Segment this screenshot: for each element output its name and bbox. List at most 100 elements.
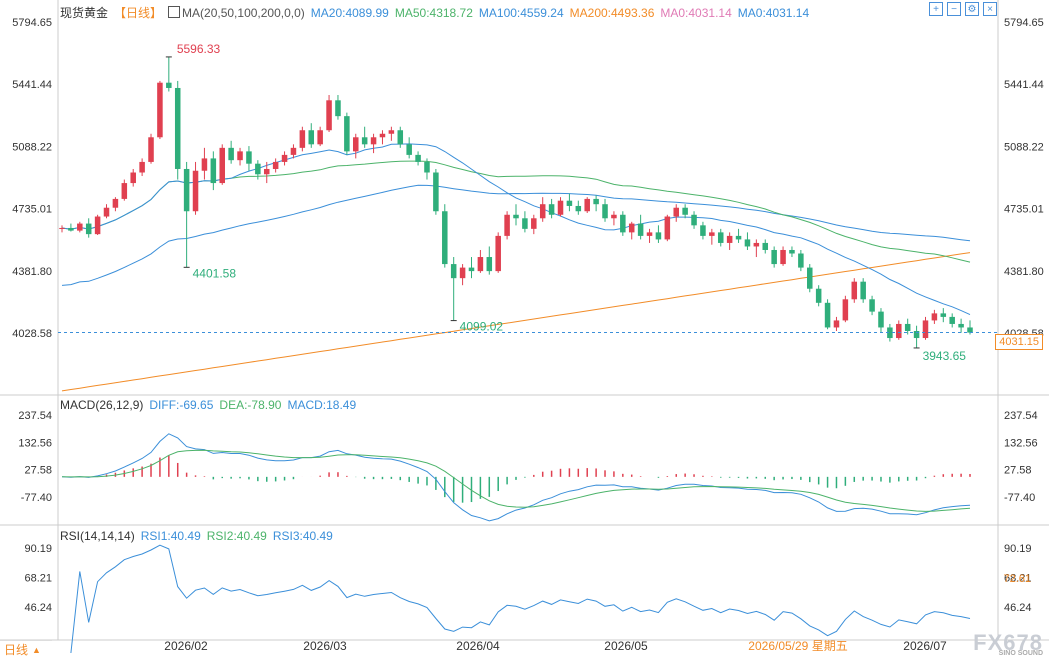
close-icon[interactable]: × — [983, 2, 997, 16]
x-tick-label: 2026/03 — [303, 639, 347, 653]
candle-body — [931, 313, 938, 321]
candle-body — [281, 154, 288, 162]
candle-body — [237, 151, 243, 161]
period-label[interactable]: 【日线】 — [114, 6, 163, 20]
minus-icon[interactable]: − — [947, 2, 961, 16]
candle-body — [442, 211, 448, 265]
candle-body — [326, 100, 332, 131]
candle-body — [335, 100, 341, 117]
candle-body — [148, 137, 154, 162]
rsi-tick-right: 90.19 — [1004, 543, 1032, 555]
candle-body — [397, 130, 404, 145]
candle-body — [94, 216, 101, 235]
ma0-label-b: MA0:4031.14 — [737, 6, 810, 20]
candle-body — [121, 183, 128, 199]
add-icon[interactable]: + — [929, 2, 943, 16]
candle-body — [495, 235, 501, 272]
price-tick-left: 4381.80 — [12, 266, 52, 278]
candle-body — [344, 116, 350, 152]
candle-body — [353, 137, 359, 152]
candle-body — [139, 161, 145, 173]
ma100-line — [61, 184, 971, 286]
macd-params-label: MACD(26,12,9) — [60, 398, 144, 412]
watermark-sub: SINO SOUND — [998, 650, 1043, 657]
candle-body — [913, 330, 920, 339]
candle-body — [531, 218, 537, 229]
period-tab[interactable]: 日线 ▲ — [0, 640, 52, 658]
candle-body — [575, 205, 582, 212]
candle-body — [468, 267, 475, 272]
candle-body — [771, 249, 777, 265]
candle-body — [593, 198, 599, 205]
ma-params-label: MA(20,50,100,200,0,0) — [182, 6, 305, 20]
candle-body — [896, 323, 902, 339]
ma200-label: MA200:4493.36 — [569, 6, 655, 20]
candle-body — [789, 249, 795, 254]
candle-body — [860, 281, 866, 300]
macd-value-label: MACD:18.49 — [287, 398, 357, 412]
candle-body — [219, 147, 225, 184]
macd-diff-label: DIFF:-69.65 — [149, 398, 214, 412]
candle-body — [379, 133, 386, 138]
price-tick-left: 4735.01 — [12, 204, 52, 216]
candle-body — [192, 170, 199, 212]
macd-dea-label: DEA:-78.90 — [219, 398, 282, 412]
candle-body — [762, 242, 769, 250]
candle-body — [824, 302, 831, 328]
candle-body — [717, 232, 724, 243]
candle-body — [548, 204, 555, 215]
candle-body — [700, 225, 706, 236]
candle-body — [415, 154, 421, 162]
symbol-label: 现货黄金 — [60, 6, 109, 20]
macd-legend: MACD(26,12,9) DIFF:-69.65 DEA:-78.90 MACD:1… — [60, 398, 362, 412]
rsi-legend: RSI(14,14,14) RSI1:40.49 RSI2:40.49 RSI3:40… — [60, 529, 339, 543]
macd-diff-line — [61, 433, 971, 522]
candle-body — [183, 168, 190, 212]
candle-body — [112, 198, 119, 208]
macd-tick-left: 132.56 — [18, 437, 52, 449]
candle-body — [166, 82, 172, 88]
candle-body — [904, 323, 911, 331]
macd-tick-right: 27.58 — [1004, 465, 1032, 477]
price-tick-right: 4381.80 — [1004, 266, 1044, 278]
candle-body — [459, 267, 466, 279]
annotation-low-label: 3943.65 — [923, 349, 967, 363]
candle-body — [620, 214, 626, 233]
ma-toggle-icon[interactable] — [168, 6, 181, 18]
macd-tick-left: 27.58 — [24, 465, 52, 477]
candle-body — [887, 327, 893, 339]
x-tick-label: 2026/07 — [903, 639, 947, 653]
candle-body — [611, 214, 617, 219]
candle-body — [815, 288, 822, 303]
rsi-value-tag: 72.61 — [1003, 573, 1031, 585]
candle-body — [557, 200, 564, 215]
candle-body — [780, 249, 786, 265]
macd-dea-line — [61, 449, 971, 512]
candle-body — [967, 327, 973, 333]
rsi3-label: RSI3:40.49 — [272, 529, 333, 543]
candle-body — [602, 204, 608, 219]
candle-body — [851, 281, 858, 300]
candle-body — [628, 223, 635, 233]
candle-body — [664, 216, 671, 240]
rsi-tick-left: 90.19 — [24, 543, 52, 555]
rsi-tick-left: 46.24 — [24, 602, 52, 614]
candle-body — [157, 82, 163, 138]
x-tick-label: 2026/05 — [604, 639, 648, 653]
candle-body — [290, 147, 297, 155]
candle-body — [807, 267, 813, 289]
candle-body — [940, 313, 947, 317]
candle-body — [388, 130, 395, 134]
annotation-low-label: 4099.02 — [460, 320, 504, 334]
ma0-label-a: MA0:4031.14 — [660, 6, 732, 20]
rsi-line — [70, 544, 971, 654]
candle-body — [691, 214, 697, 226]
candle-body — [504, 214, 510, 236]
watermark-logo: FX678 SINO SOUND — [973, 630, 1043, 657]
macd-tick-left: 237.54 — [18, 410, 52, 422]
price-tick-right: 5088.22 — [1004, 141, 1044, 153]
candle-body — [450, 264, 457, 279]
settings-icon[interactable]: ⚙ — [965, 2, 979, 16]
candle-body — [869, 299, 875, 312]
